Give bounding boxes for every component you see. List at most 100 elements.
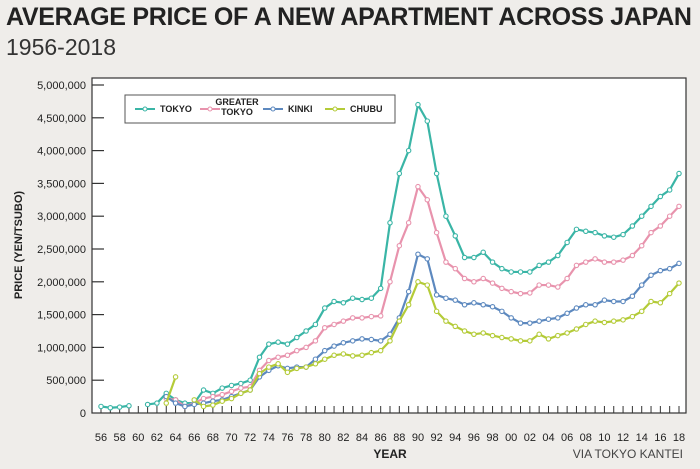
data-point: [172, 374, 179, 380]
data-point: [564, 330, 570, 336]
data-point: [489, 259, 496, 265]
data-point: [424, 118, 431, 124]
x-tick-label: 00: [505, 432, 517, 444]
legend-label: TOKYO: [221, 107, 253, 117]
data-point: [583, 321, 589, 328]
data-point: [527, 320, 533, 326]
data-point: [480, 302, 486, 308]
data-point: [638, 282, 645, 288]
data-point: [303, 344, 309, 351]
data-point: [163, 400, 170, 406]
legend-marker: [332, 106, 338, 112]
data-point: [368, 313, 375, 320]
legend-label: CHUBU: [350, 104, 383, 114]
data-point: [210, 393, 216, 400]
x-tick-label: 68: [207, 432, 219, 444]
x-tick-label: 94: [449, 432, 461, 444]
x-tick-label: 90: [412, 432, 424, 444]
y-tick-label: 4,500,000: [37, 113, 86, 125]
data-point: [573, 326, 580, 332]
data-point: [610, 318, 617, 324]
x-axis-label: YEAR: [373, 447, 407, 461]
data-point: [433, 170, 440, 177]
data-point: [443, 259, 449, 265]
data-point: [461, 275, 468, 282]
legend-label: TOKYO: [160, 104, 192, 114]
data-point: [284, 369, 291, 376]
data-point: [405, 220, 412, 226]
x-tick-label: 58: [114, 432, 126, 444]
data-point: [331, 321, 337, 328]
data-point: [340, 340, 347, 346]
data-point: [536, 318, 542, 324]
x-tick-label: 14: [636, 432, 648, 444]
data-point: [200, 403, 207, 410]
data-point: [452, 323, 459, 330]
data-point: [489, 332, 496, 339]
data-point: [359, 336, 365, 342]
data-point: [405, 147, 412, 154]
data-point: [629, 223, 636, 229]
data-point: [666, 290, 673, 297]
data-point: [508, 315, 514, 321]
data-point: [377, 313, 384, 319]
data-point: [536, 282, 542, 288]
data-point: [638, 242, 645, 249]
plot-area: [91, 77, 687, 414]
x-tick-label: 88: [393, 432, 405, 444]
data-point: [387, 279, 393, 285]
data-point: [359, 352, 365, 359]
data-point: [657, 300, 664, 306]
data-point: [98, 403, 104, 410]
data-point: [499, 285, 505, 292]
data-point: [321, 347, 328, 354]
data-point: [620, 298, 626, 305]
data-point: [676, 203, 682, 210]
y-tick-label: 4,000,000: [37, 146, 86, 158]
data-point: [144, 401, 151, 408]
data-point: [284, 341, 291, 347]
y-tick-label: 1,500,000: [37, 310, 86, 322]
data-point: [629, 293, 636, 299]
data-point: [415, 251, 421, 257]
data-point: [312, 321, 319, 328]
data-point: [610, 259, 617, 265]
data-point: [294, 334, 300, 341]
data-point: [620, 231, 626, 238]
data-point: [555, 332, 561, 339]
data-point: [424, 197, 431, 203]
data-point: [312, 356, 319, 362]
data-point: [480, 275, 486, 282]
y-tick-label: 500,000: [46, 375, 86, 387]
data-point: [266, 341, 272, 347]
data-point: [228, 388, 235, 395]
data-point: [452, 265, 459, 272]
data-point: [629, 252, 636, 259]
y-tick-label: 5,000,000: [37, 80, 86, 92]
data-point: [601, 319, 608, 326]
data-point: [405, 288, 412, 295]
x-tick-label: 04: [542, 432, 554, 444]
data-point: [545, 259, 552, 265]
data-point: [368, 295, 375, 301]
data-point: [210, 402, 216, 408]
data-point: [443, 213, 449, 219]
data-point: [452, 297, 459, 303]
data-point: [592, 256, 598, 262]
data-point: [228, 382, 235, 389]
data-point: [517, 320, 524, 326]
data-point: [489, 280, 496, 286]
data-point: [527, 290, 533, 296]
data-point: [368, 336, 375, 343]
x-tick-label: 80: [319, 432, 331, 444]
x-tick-label: 10: [598, 432, 610, 444]
data-point: [396, 242, 403, 249]
data-point: [666, 187, 673, 193]
data-point: [610, 234, 617, 240]
x-tick-label: 08: [580, 432, 592, 444]
data-point: [592, 302, 598, 308]
data-point: [387, 338, 393, 344]
data-point: [294, 347, 300, 354]
data-point: [545, 282, 552, 288]
